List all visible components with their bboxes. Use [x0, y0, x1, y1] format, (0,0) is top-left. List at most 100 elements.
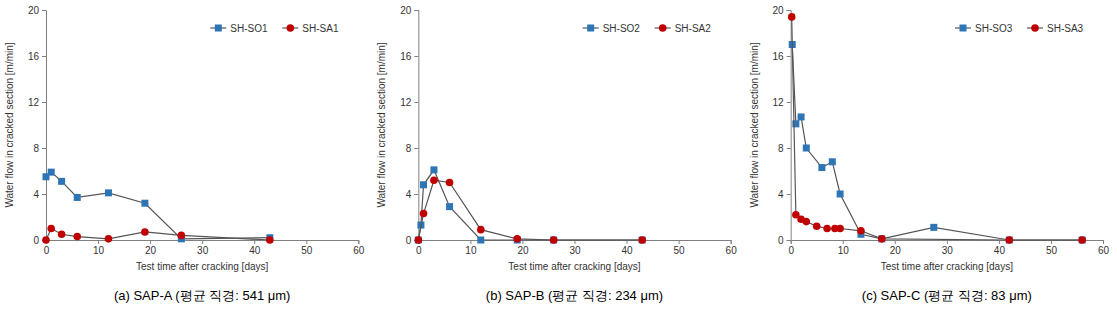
data-point: [178, 232, 186, 240]
x-tick-label: 0: [788, 245, 794, 256]
x-tick-label: 40: [994, 245, 1006, 256]
data-point: [430, 176, 438, 184]
x-tick-label: 20: [517, 245, 529, 256]
x-tick-mark: [202, 240, 203, 244]
y-axis: 048121620: [400, 5, 419, 246]
y-tick-label: 12: [773, 97, 785, 108]
x-axis: 0102030405060: [44, 240, 365, 256]
y-tick-mark: [414, 148, 418, 149]
y-tick: 8: [406, 143, 419, 154]
data-point: [930, 224, 937, 231]
data-point: [415, 237, 422, 244]
data-point: [420, 210, 428, 218]
data-point: [1078, 236, 1086, 244]
y-axis-line: [414, 11, 419, 241]
y-tick-label: 4: [406, 189, 412, 200]
y-tick-mark: [42, 10, 46, 11]
data-point: [420, 181, 427, 188]
y-tick-mark: [414, 102, 418, 103]
y-tick-label: 0: [778, 235, 784, 246]
data-point: [415, 236, 423, 244]
x-tick-label: 40: [249, 245, 261, 256]
data-point: [823, 225, 831, 233]
data-point: [818, 164, 825, 171]
y-tick-mark: [414, 10, 418, 11]
y-tick: 12: [773, 97, 791, 108]
plot-area: 0481216200102030405060SH-SO2SH-SA2: [400, 5, 737, 256]
y-tick-label: 12: [400, 97, 412, 108]
legend: SH-SO1SH-SA1: [210, 23, 339, 34]
x-axis-title: Test time after cracking [days]: [881, 261, 1013, 272]
x-tick-label: 10: [838, 245, 850, 256]
x-axis-title: Test time after cracking [days]: [508, 261, 640, 272]
y-tick-label: 20: [773, 5, 785, 16]
x-tick-mark: [947, 240, 948, 244]
data-point: [47, 225, 55, 233]
data-point: [58, 178, 65, 185]
y-axis-title: Water flow in cracked section [m/min]: [376, 42, 387, 207]
chart-title: (c) SAP-C (평균 직경: 83 μm): [862, 288, 1032, 303]
x-tick: 60: [726, 240, 738, 256]
y-tick-label: 0: [406, 235, 412, 246]
y-tick-mark: [787, 102, 791, 103]
y-tick-mark: [787, 56, 791, 57]
x-tick-mark: [843, 240, 844, 244]
legend-marker: [587, 25, 594, 32]
x-tick-label: 10: [465, 245, 477, 256]
y-tick-mark: [414, 56, 418, 57]
y-tick-mark: [787, 148, 791, 149]
x-tick-label: 10: [93, 245, 105, 256]
y-tick: 4: [778, 189, 791, 200]
y-tick: 8: [33, 143, 46, 154]
x-tick-label: 30: [569, 245, 581, 256]
x-tick-mark: [679, 240, 680, 244]
y-axis: 048121620: [28, 5, 47, 246]
y-tick: 20: [773, 5, 791, 16]
data-point: [813, 222, 821, 230]
series-line: [418, 170, 642, 240]
y-tick-label: 0: [33, 235, 39, 246]
y-tick-mark: [42, 56, 46, 57]
y-tick-label: 16: [400, 51, 412, 62]
data-layer: [42, 169, 273, 244]
x-tick: 30: [197, 240, 209, 256]
panel: 0481216200102030405060SH-SO3SH-SA3Water …: [749, 5, 1110, 303]
y-tick-mark: [42, 194, 46, 195]
x-tick-label: 50: [674, 245, 686, 256]
x-axis: 0102030405060: [788, 240, 1109, 256]
data-point: [837, 191, 844, 198]
x-tick: 60: [353, 240, 365, 256]
data-point: [430, 166, 437, 173]
series-line: [46, 172, 270, 239]
data-point: [836, 225, 844, 233]
x-tick-mark: [731, 240, 732, 244]
y-tick-label: 4: [778, 189, 784, 200]
y-tick-mark: [42, 102, 46, 103]
y-tick: 8: [778, 143, 791, 154]
legend-marker: [659, 24, 667, 32]
legend-label: SH-SA3: [1047, 23, 1084, 34]
x-tick-mark: [1103, 240, 1104, 244]
y-tick-label: 16: [773, 51, 785, 62]
data-layer: [788, 13, 1086, 244]
data-point: [477, 226, 485, 234]
data-point: [446, 179, 454, 187]
x-tick: 10: [465, 240, 477, 256]
data-point: [105, 189, 112, 196]
x-tick-mark: [999, 240, 1000, 244]
data-point: [1079, 237, 1086, 244]
x-tick-mark: [358, 240, 359, 244]
y-tick-label: 16: [28, 51, 40, 62]
plot-area: 0481216200102030405060SH-SO1SH-SA1: [28, 5, 365, 256]
y-tick: 16: [28, 51, 46, 62]
x-tick: 50: [674, 240, 686, 256]
y-axis-title: Water flow in cracked section [m/min]: [749, 42, 760, 207]
y-tick: 4: [406, 189, 419, 200]
x-tick-mark: [254, 240, 255, 244]
x-tick: 40: [621, 240, 633, 256]
data-point: [878, 235, 885, 242]
x-tick-mark: [895, 240, 896, 244]
x-tick-label: 0: [44, 245, 50, 256]
x-tick: 0: [788, 240, 794, 256]
chart-title: (a) SAP-A (평균 직경: 541 μm): [114, 288, 291, 303]
